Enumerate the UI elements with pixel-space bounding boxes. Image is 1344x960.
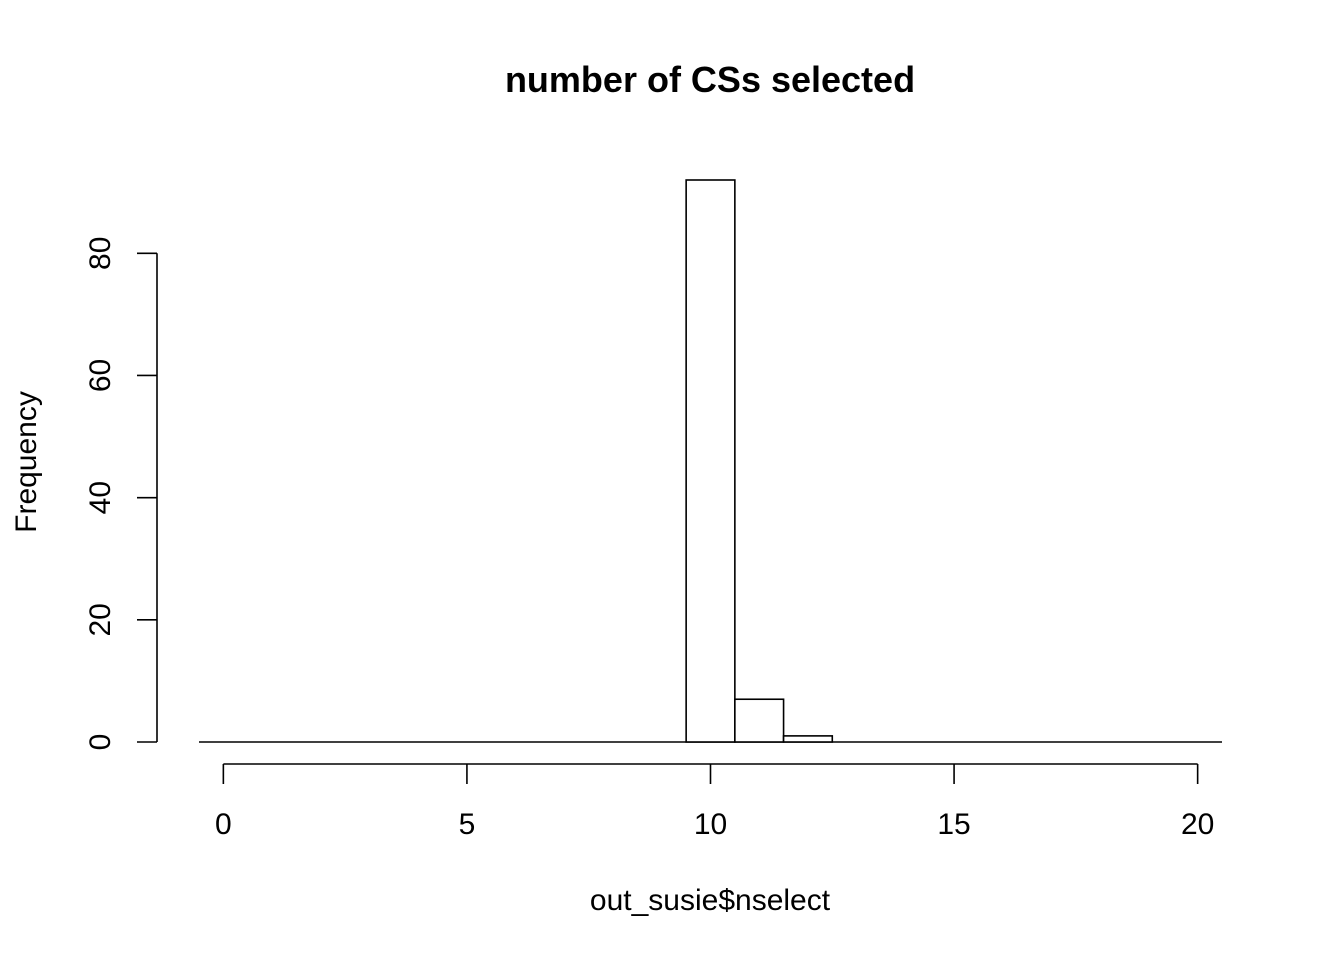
histogram-bar <box>734 698 785 743</box>
x-axis: 0 5 10 15 20 <box>215 763 1214 841</box>
y-tick-label: 20 <box>84 603 117 636</box>
y-axis-title: Frequency <box>10 391 43 533</box>
chart-title: number of CSs selected <box>505 59 915 100</box>
histogram-bar <box>685 179 736 743</box>
x-tick-label: 10 <box>694 808 727 841</box>
x-tick-label: 20 <box>1181 808 1214 841</box>
x-tick-label: 15 <box>937 808 970 841</box>
x-axis-title: out_susie$nselect <box>590 884 831 917</box>
x-tick-label: 5 <box>459 808 476 841</box>
bars-group <box>199 179 1222 743</box>
y-tick-label: 0 <box>84 734 117 751</box>
y-tick-label: 80 <box>84 237 117 270</box>
x-tick-label: 0 <box>215 808 232 841</box>
y-axis: 0 20 40 60 80 <box>84 237 158 751</box>
histogram-bar <box>782 735 834 743</box>
y-tick-label: 40 <box>84 481 117 514</box>
y-tick-label: 60 <box>84 359 117 392</box>
